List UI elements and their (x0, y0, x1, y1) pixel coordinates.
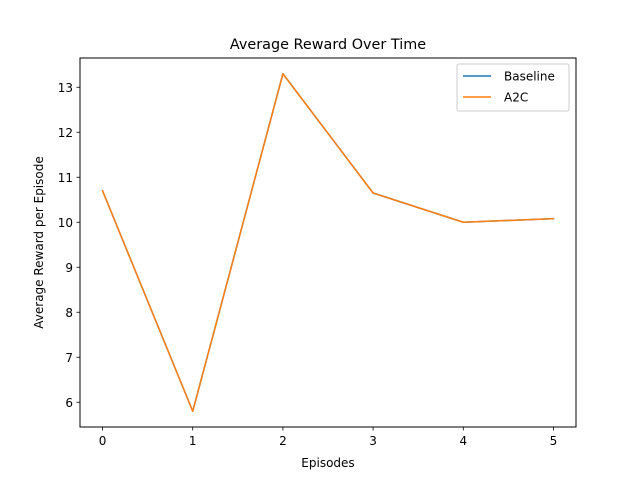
x-axis: 0 1 2 3 4 5 (99, 427, 558, 448)
series-line-a2c (101, 73, 555, 412)
x-tick-label: 1 (189, 434, 197, 448)
x-axis-label: Episodes (301, 456, 354, 470)
y-tick-label: 9 (65, 261, 73, 275)
y-tick-label: 13 (58, 81, 73, 95)
y-tick-label: 6 (65, 396, 73, 410)
y-axis: 6 7 8 9 10 11 12 13 (58, 81, 80, 410)
y-tick-label: 12 (58, 126, 73, 140)
chart-title: Average Reward Over Time (230, 37, 426, 53)
plot-area (79, 57, 577, 428)
series-layer (101, 73, 555, 412)
y-tick-label: 8 (65, 306, 73, 320)
y-tick-label: 11 (58, 171, 73, 185)
x-tick-label: 2 (279, 434, 287, 448)
x-tick-label: 3 (369, 434, 377, 448)
x-tick-label: 0 (99, 434, 107, 448)
legend-label: A2C (504, 91, 528, 105)
y-tick-label: 10 (58, 216, 73, 230)
plot-background (80, 58, 576, 427)
y-axis-label: Average Reward per Episode (32, 156, 46, 328)
plot-frame (79, 57, 577, 428)
y-tick-label: 7 (65, 351, 73, 365)
legend: Baseline A2C (456, 63, 570, 112)
x-tick-label: 4 (459, 434, 467, 448)
legend-label: Baseline (504, 70, 555, 84)
x-tick-label: 5 (550, 434, 558, 448)
